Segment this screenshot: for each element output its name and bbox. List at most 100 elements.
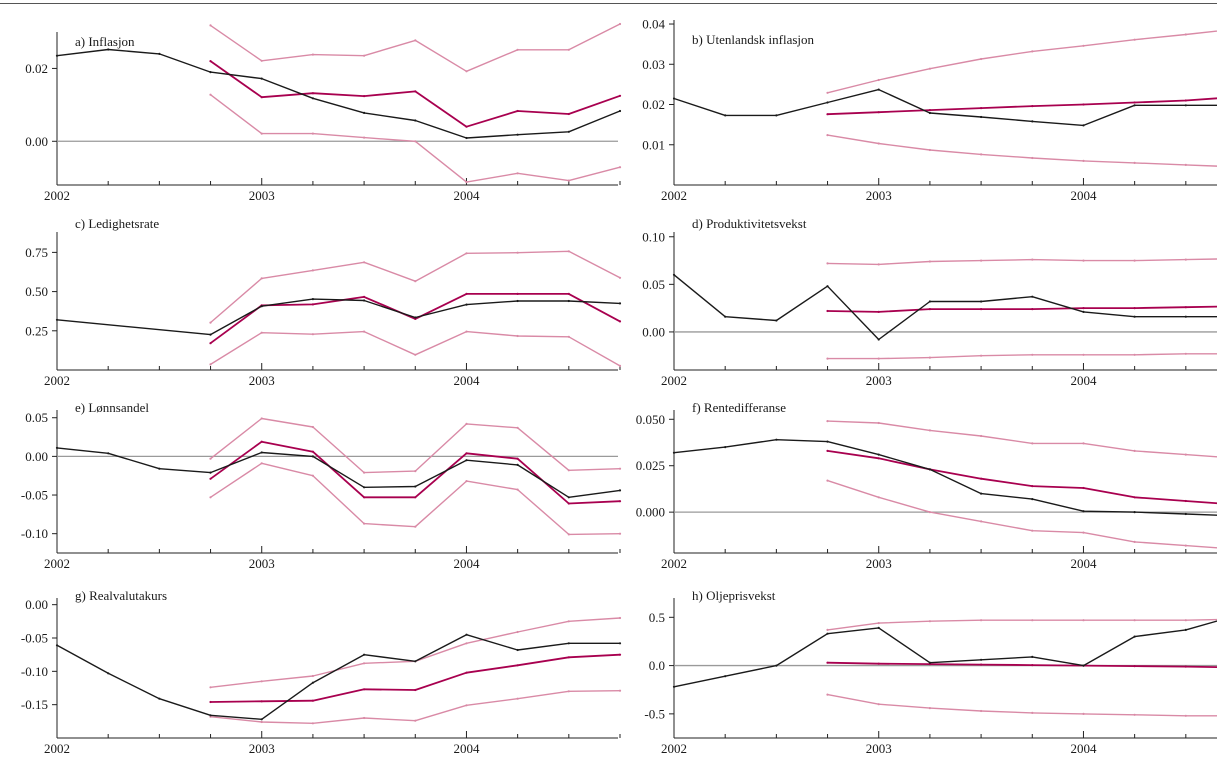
data-point-forecast [1031, 485, 1033, 487]
data-point-actual [107, 672, 109, 674]
data-point-actual [1185, 629, 1187, 631]
data-point-actual [517, 300, 519, 302]
data-point-forecast [465, 293, 467, 295]
data-point-upper [568, 49, 570, 51]
data-point-lower [1134, 541, 1136, 543]
data-point-upper [929, 429, 931, 431]
data-point-upper [826, 629, 828, 631]
data-point-lower [517, 335, 519, 337]
data-point-actual [158, 698, 160, 700]
data-point-lower [312, 333, 314, 335]
x-tick-label: 2004 [1070, 556, 1097, 571]
data-point-upper [465, 642, 467, 644]
data-point-upper [568, 250, 570, 252]
data-point-upper [1031, 619, 1033, 621]
data-point-forecast [517, 293, 519, 295]
data-point-upper [619, 468, 621, 470]
data-point-upper [878, 422, 880, 424]
data-point-lower [1082, 354, 1084, 356]
series-line-upper [211, 251, 621, 322]
y-tick-label: 0.50 [25, 284, 48, 299]
data-point-forecast [465, 126, 467, 128]
data-point-lower [1031, 712, 1033, 714]
data-point-forecast [209, 342, 211, 344]
data-point-actual [414, 660, 416, 662]
x-tick-label: 2004 [1070, 741, 1097, 756]
y-tick-label: 0.025 [636, 458, 665, 473]
data-point-upper [1082, 45, 1084, 47]
data-point-upper [929, 620, 931, 622]
data-point-upper [568, 620, 570, 622]
data-point-forecast [980, 308, 982, 310]
y-tick-label: -0.5 [644, 706, 665, 721]
data-point-actual [568, 642, 570, 644]
data-point-lower [1185, 545, 1187, 547]
data-point-actual [673, 452, 675, 454]
data-point-forecast [1082, 307, 1084, 309]
data-point-upper [209, 322, 211, 324]
data-point-upper [414, 280, 416, 282]
data-point-upper [465, 70, 467, 72]
data-point-actual [312, 682, 314, 684]
data-point-forecast [826, 450, 828, 452]
data-point-upper [1134, 260, 1136, 262]
data-point-actual [363, 486, 365, 488]
data-point-upper [1082, 260, 1084, 262]
data-point-lower [261, 462, 263, 464]
data-point-forecast [878, 111, 880, 113]
data-point-actual [158, 53, 160, 55]
data-point-upper [980, 619, 982, 621]
data-point-actual [619, 302, 621, 304]
data-point-forecast [261, 96, 263, 98]
data-point-actual [1031, 656, 1033, 658]
data-point-lower [568, 180, 570, 182]
data-point-upper [1185, 33, 1187, 35]
data-point-actual [312, 298, 314, 300]
data-point-actual [724, 316, 726, 318]
series-line-actual [674, 275, 1217, 340]
data-point-lower [363, 717, 365, 719]
data-point-lower [1185, 353, 1187, 355]
x-tick-label: 2004 [453, 556, 480, 571]
x-tick-label: 2002 [44, 741, 70, 756]
data-point-forecast [261, 441, 263, 443]
data-point-forecast [568, 656, 570, 658]
data-point-actual [312, 97, 314, 99]
data-point-forecast [619, 95, 621, 97]
data-point-upper [261, 277, 263, 279]
data-point-upper [980, 260, 982, 262]
data-point-forecast [209, 478, 211, 480]
data-point-lower [1031, 157, 1033, 159]
data-point-lower [878, 496, 880, 498]
data-point-upper [465, 423, 467, 425]
data-point-lower [363, 331, 365, 333]
y-tick-label: -0.05 [21, 631, 48, 646]
data-point-upper [878, 79, 880, 81]
data-point-upper [1082, 619, 1084, 621]
data-point-forecast [619, 500, 621, 502]
data-point-forecast [363, 95, 365, 97]
data-point-forecast [1082, 103, 1084, 105]
data-point-forecast [826, 113, 828, 115]
x-tick-label: 2004 [453, 741, 480, 756]
data-point-lower [980, 710, 982, 712]
data-point-forecast [312, 700, 314, 702]
x-tick-label: 2002 [44, 188, 70, 203]
data-point-forecast [312, 92, 314, 94]
data-point-upper [1185, 259, 1187, 261]
data-point-actual [56, 55, 58, 57]
data-point-upper [929, 68, 931, 70]
data-point-actual [826, 633, 828, 635]
data-point-lower [929, 149, 931, 151]
data-point-actual [261, 451, 263, 453]
x-tick-label: 2004 [453, 188, 480, 203]
data-point-upper [929, 260, 931, 262]
data-point-lower [980, 520, 982, 522]
data-point-upper [1082, 442, 1084, 444]
data-point-lower [980, 153, 982, 155]
data-point-forecast [568, 293, 570, 295]
